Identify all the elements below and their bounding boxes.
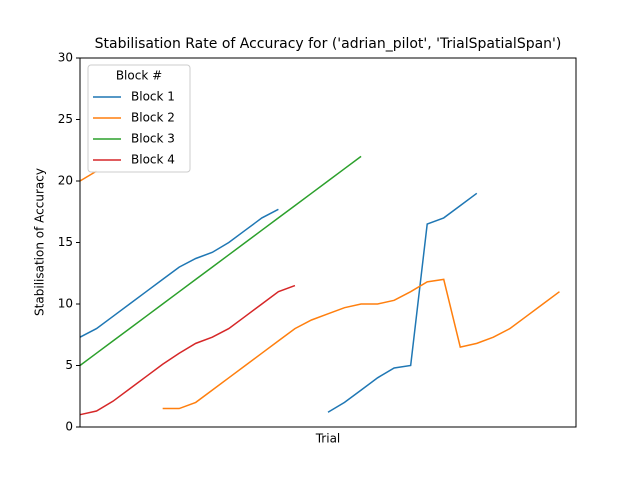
legend-label: Block 4 (131, 153, 175, 167)
series-line (79, 192, 478, 413)
y-tick-label: 0 (65, 420, 73, 434)
chart-title: Stabilisation Rate of Accuracy for ('adr… (95, 36, 562, 52)
legend-label: Block 1 (131, 90, 175, 104)
legend-label: Block 3 (131, 132, 175, 146)
series-line (79, 170, 560, 410)
y-tick-label: 15 (58, 235, 73, 249)
y-axis-label: Stabilisation of Accuracy (33, 168, 47, 316)
legend-title: Block # (116, 69, 162, 83)
y-tick-label: 20 (58, 174, 73, 188)
plot-frame (79, 57, 577, 428)
legend-box (87, 64, 191, 173)
y-tick-label: 25 (58, 112, 73, 126)
y-tick-label: 30 (58, 51, 73, 65)
y-tick-label: 10 (58, 297, 73, 311)
x-axis-label: Trial (315, 432, 341, 446)
series-line (79, 155, 362, 367)
legend-label: Block 2 (131, 111, 175, 125)
y-tick-label: 5 (65, 358, 73, 372)
series-line (79, 284, 296, 416)
